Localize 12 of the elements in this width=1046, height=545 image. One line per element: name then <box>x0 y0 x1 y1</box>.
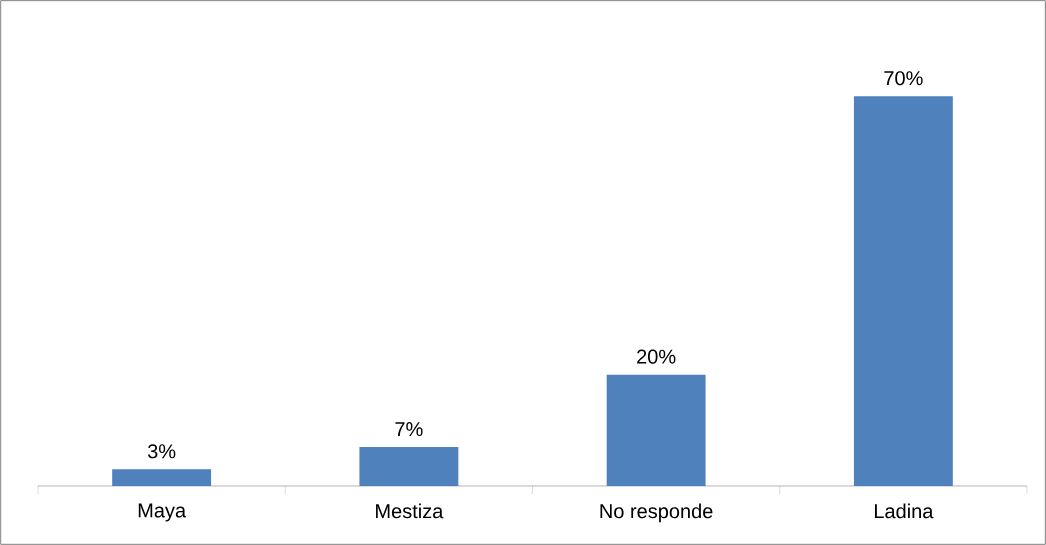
x-tick-label: Mestiza <box>376 503 444 519</box>
data-label: 70% <box>884 71 923 86</box>
data-label: 7% <box>395 422 423 437</box>
bar <box>112 469 212 486</box>
x-tick-label: Ladina <box>874 503 934 519</box>
bar <box>359 447 459 486</box>
data-label: 3% <box>147 444 176 459</box>
bar <box>853 96 953 486</box>
data-label: 20% <box>637 349 676 364</box>
x-tick-label: Maya <box>138 503 187 522</box>
bar <box>606 374 706 486</box>
x-tick-label: No responde <box>600 503 713 523</box>
